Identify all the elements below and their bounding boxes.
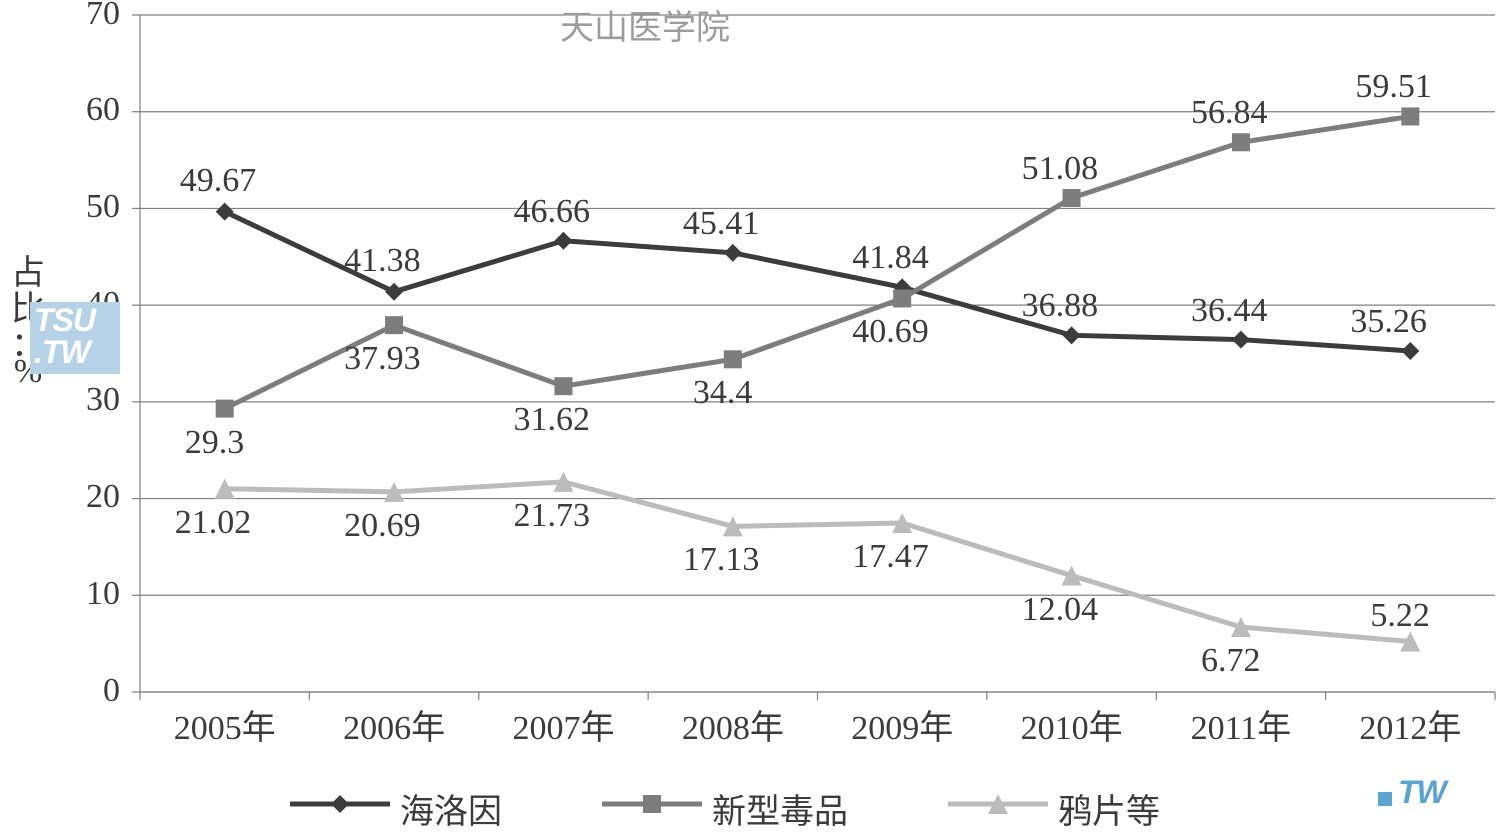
xtick-label: 2011年	[1156, 700, 1325, 749]
ytick-label: 60	[60, 91, 120, 129]
legend-marker	[331, 795, 349, 813]
watermark-right-text: TW	[1398, 774, 1446, 811]
data-label: 34.4	[693, 374, 753, 412]
data-label: 49.67	[180, 162, 257, 200]
data-label: 45.41	[683, 205, 760, 243]
watermark-right-dot	[1378, 792, 1392, 806]
legend-marker	[643, 795, 661, 813]
watermark-left-line2: .TW	[34, 334, 90, 371]
xtick-label: 2012年	[1326, 700, 1495, 749]
marker-海洛因	[1063, 326, 1081, 344]
marker-新型毒品	[385, 316, 403, 334]
xtick-label: 2007年	[479, 700, 648, 749]
marker-海洛因	[1401, 342, 1419, 360]
ytick-label: 0	[60, 672, 120, 710]
series-line-鸦片等	[225, 482, 1411, 642]
data-label: 29.3	[185, 424, 245, 462]
data-label: 36.44	[1191, 292, 1268, 330]
xtick-label: 2005年	[140, 700, 309, 749]
data-label: 17.13	[683, 541, 760, 579]
ytick-label: 30	[60, 381, 120, 419]
data-label: 59.51	[1355, 68, 1432, 106]
marker-海洛因	[724, 244, 742, 262]
data-label: 51.08	[1022, 150, 1099, 188]
data-label: 12.04	[1022, 591, 1099, 629]
ytick-label: 50	[60, 188, 120, 226]
marker-新型毒品	[554, 377, 572, 395]
marker-海洛因	[385, 283, 403, 301]
legend-label: 海洛因	[400, 784, 502, 833]
chart-container: 010203040506070占比：%2005年2006年2007年2008年2…	[0, 0, 1500, 836]
xtick-label: 2006年	[309, 700, 478, 749]
data-label: 35.26	[1350, 303, 1427, 341]
data-label: 46.66	[513, 193, 590, 231]
marker-新型毒品	[216, 400, 234, 418]
data-label: 41.38	[344, 242, 421, 280]
ytick-label: 10	[60, 575, 120, 613]
data-label: 6.72	[1201, 642, 1261, 680]
data-label: 40.69	[852, 313, 929, 351]
marker-新型毒品	[1063, 189, 1081, 207]
marker-新型毒品	[1401, 107, 1419, 125]
marker-新型毒品	[893, 289, 911, 307]
ytick-label: 70	[60, 0, 120, 33]
marker-海洛因	[554, 232, 572, 250]
ytick-label: 20	[60, 478, 120, 516]
data-label: 36.88	[1022, 287, 1099, 325]
xtick-label: 2009年	[818, 700, 987, 749]
xtick-label: 2008年	[648, 700, 817, 749]
marker-新型毒品	[724, 350, 742, 368]
data-label: 20.69	[344, 507, 421, 545]
data-label: 5.22	[1370, 597, 1430, 635]
data-label: 17.47	[852, 538, 929, 576]
legend-label: 鸦片等	[1058, 784, 1160, 833]
data-label: 56.84	[1191, 94, 1268, 132]
data-label: 21.73	[513, 497, 590, 535]
marker-新型毒品	[1232, 133, 1250, 151]
xtick-label: 2010年	[987, 700, 1156, 749]
data-label: 37.93	[344, 340, 421, 378]
legend-label: 新型毒品	[712, 784, 848, 833]
data-label: 21.02	[175, 504, 252, 542]
marker-海洛因	[216, 203, 234, 221]
data-label: 41.84	[852, 239, 929, 277]
marker-海洛因	[1232, 331, 1250, 349]
data-label: 31.62	[513, 401, 590, 439]
watermark-title: 天山医学院	[560, 0, 730, 49]
